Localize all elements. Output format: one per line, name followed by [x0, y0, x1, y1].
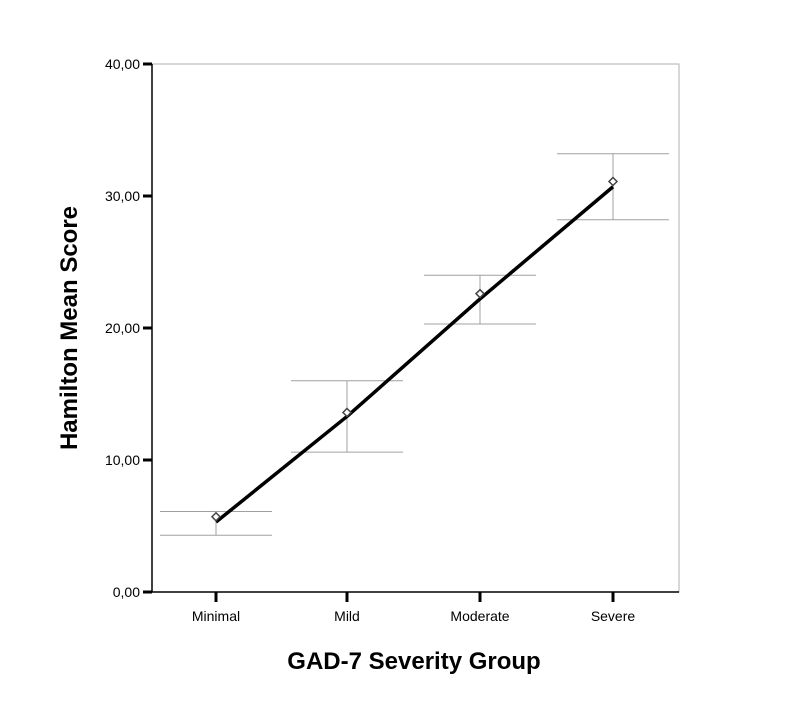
- y-ticks: 0,00 10,00 20,00 30,00 40,00: [105, 56, 152, 600]
- x-ticks: Minimal Mild Moderate Severe: [192, 592, 636, 624]
- x-tick-label: Mild: [334, 608, 360, 624]
- y-tick-label: 30,00: [105, 188, 140, 204]
- data-point: [607, 176, 619, 187]
- x-tick-label: Minimal: [192, 608, 240, 624]
- x-axis-title: GAD-7 Severity Group: [287, 648, 540, 675]
- y-tick-label: 0,00: [113, 584, 140, 600]
- data-points: [210, 176, 619, 522]
- y-tick-label: 20,00: [105, 320, 140, 336]
- trend-line-group: [214, 185, 615, 524]
- y-axis-title: Hamilton Mean Score: [56, 206, 83, 450]
- data-point: [210, 511, 222, 522]
- data-point: [474, 288, 486, 299]
- x-tick-label: Severe: [591, 608, 636, 624]
- y-tick-label: 10,00: [105, 452, 140, 468]
- plot-frame: [151, 63, 680, 593]
- error-bars: [160, 153, 669, 536]
- y-tick-label: 40,00: [105, 56, 140, 72]
- x-tick-label: Moderate: [450, 608, 509, 624]
- data-point: [341, 407, 353, 418]
- series-line: [214, 185, 615, 524]
